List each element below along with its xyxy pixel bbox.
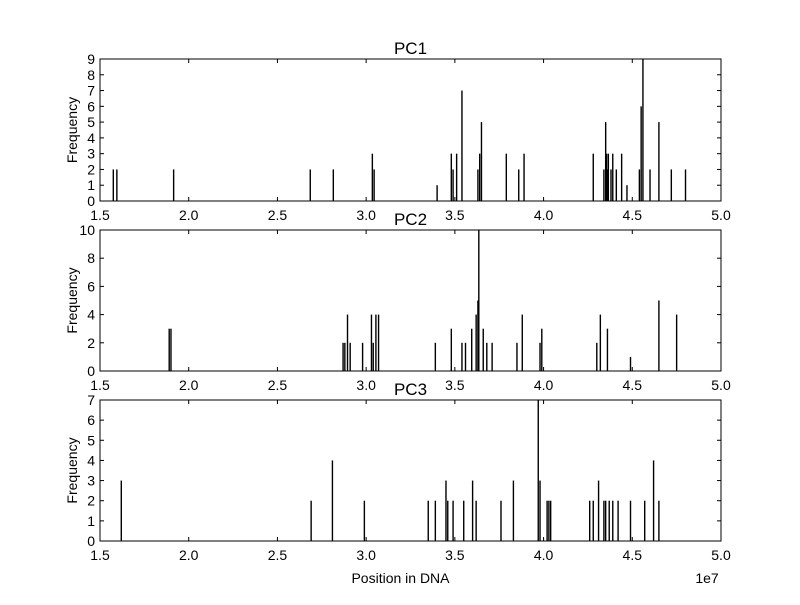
pc2-ytick-label: 8 [87,250,95,266]
pc3-ytick-label: 6 [87,412,95,428]
pc2-ytick-label: 0 [87,363,95,379]
pc1-ytick-label: 9 [87,51,95,67]
pc3-x-multiplier: 1e7 [695,570,719,586]
pc2-ytick-label: 2 [87,335,95,351]
pc1-plot-frame [99,58,722,202]
pc2-ytick-label: 10 [79,222,95,238]
pc2-xtick-label: 3.0 [356,377,376,393]
pc1-xtick-label: 4.0 [534,207,554,223]
pc3-xtick-label: 1.5 [90,547,110,563]
pc2-xtick-label: 1.5 [90,377,110,393]
pc3-xtick-label: 4.0 [534,547,554,563]
pc1-title: PC1 [394,39,427,58]
pc1-ytick-label: 8 [87,67,95,83]
pc1-ytick-label: 1 [87,177,95,193]
pc3-xtick-label: 3.0 [356,547,376,563]
pc2-xtick-label: 5.0 [711,377,731,393]
pc2-xtick-label: 4.5 [623,377,643,393]
pc3-ytick-label: 2 [87,493,95,509]
pc3-xtick-label: 3.5 [445,547,465,563]
pc2-ytick-label: 4 [87,307,95,323]
pc1-xtick-label: 2.0 [179,207,199,223]
pc3-title: PC3 [394,380,427,399]
pc1-ytick-label: 3 [87,146,95,162]
pc3-xtick-label: 4.5 [623,547,643,563]
pc3-ytick-label: 1 [87,513,95,529]
pc1-ytick-label: 7 [87,83,95,99]
pc3-xlabel: Position in DNA [351,570,450,586]
pc3-xtick-label: 2.0 [179,547,199,563]
pc3-ytick-label: 7 [87,392,95,408]
pc2-xtick-label: 3.5 [445,377,465,393]
pc1-ytick-label: 2 [87,161,95,177]
pc1-ytick-label: 4 [87,130,95,146]
pc1-ytick-label: 6 [87,98,95,114]
pc1-xtick-label: 3.0 [356,207,376,223]
pc1-xtick-label: 4.5 [623,207,643,223]
pc1-xtick-label: 3.5 [445,207,465,223]
pc1-ytick-label: 0 [87,193,95,209]
pc2-ytick-label: 6 [87,278,95,294]
pc2-ylabel: Frequency [64,267,80,333]
pc3-ytick-label: 4 [87,452,95,468]
pc2-title: PC2 [394,210,427,229]
pc1-xtick-label: 2.5 [268,207,288,223]
pc1-ylabel: Frequency [64,97,80,163]
pc3-ytick-label: 3 [87,473,95,489]
pc1-ytick-label: 5 [87,114,95,130]
pc2-xtick-label: 2.0 [179,377,199,393]
pc1-xtick-label: 1.5 [90,207,110,223]
pc3-xtick-label: 2.5 [268,547,288,563]
pc3-xtick-label: 5.0 [711,547,731,563]
pc3-ytick-label: 5 [87,432,95,448]
pc2-xtick-label: 2.5 [268,377,288,393]
pc2-plot-frame [99,229,722,372]
pc1-xtick-label: 5.0 [711,207,731,223]
pc3-ylabel: Frequency [64,437,80,503]
pc2-xtick-label: 4.0 [534,377,554,393]
pc3-plot-frame [99,399,722,542]
pc3-ytick-label: 0 [87,533,95,549]
